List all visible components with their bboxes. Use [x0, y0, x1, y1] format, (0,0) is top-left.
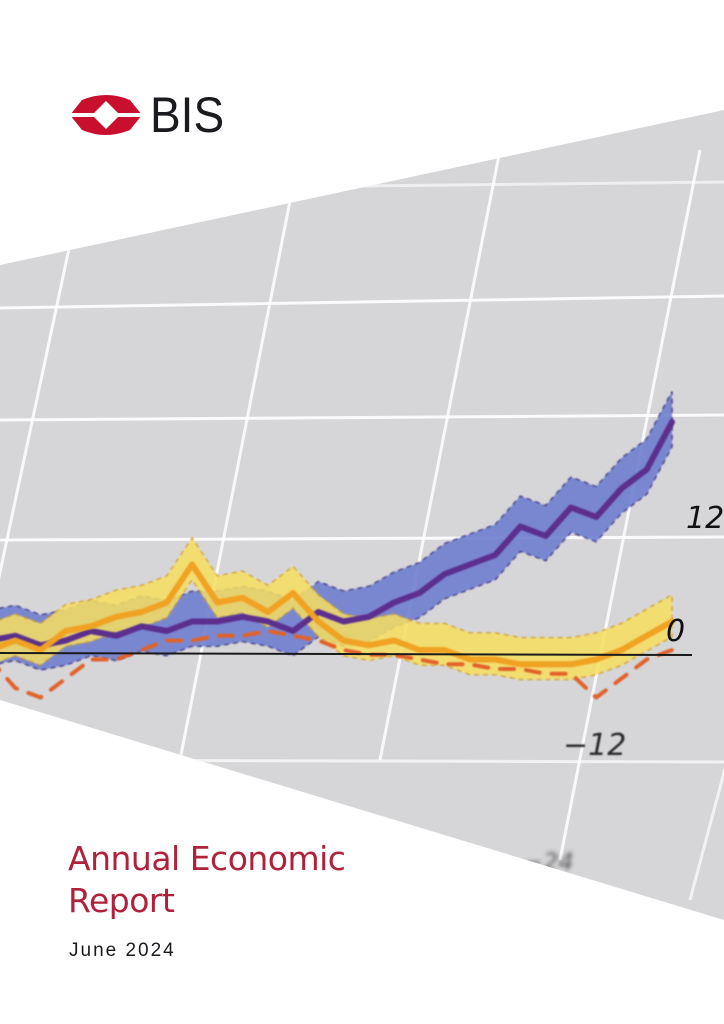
grid-line-v — [178, 149, 302, 761]
grid-line-h — [0, 535, 724, 542]
report-title: Annual Economic Report — [68, 838, 488, 922]
tick-label-12: 12 — [686, 501, 724, 536]
series-line-yellow-median — [0, 561, 675, 668]
report-title-line-1: Annual Economic — [68, 839, 346, 878]
bis-logo-mark-icon — [68, 95, 144, 135]
tick-label-minus-24: −24 — [523, 848, 574, 876]
tick-label-0: 0 — [666, 614, 685, 649]
grid-line-v — [0, 149, 92, 761]
chart-wedge-background — [0, 110, 724, 920]
series-line-purple-median — [0, 419, 675, 649]
grid-line-h — [0, 413, 724, 422]
report-title-line-2: Report — [68, 881, 175, 920]
chart-series-layer — [0, 391, 675, 700]
bis-logo[interactable]: BIS — [68, 88, 240, 142]
series-line-orange-dashed — [0, 629, 674, 700]
report-date: June 2024 — [69, 940, 176, 961]
series-band-yellow-median — [0, 536, 673, 681]
bis-logo-text: BIS — [150, 87, 225, 143]
zero-axis-line — [0, 652, 693, 656]
grid-line-h — [0, 294, 724, 310]
grid-line-v — [688, 299, 724, 901]
tick-label-minus-12: −12 — [563, 728, 626, 763]
